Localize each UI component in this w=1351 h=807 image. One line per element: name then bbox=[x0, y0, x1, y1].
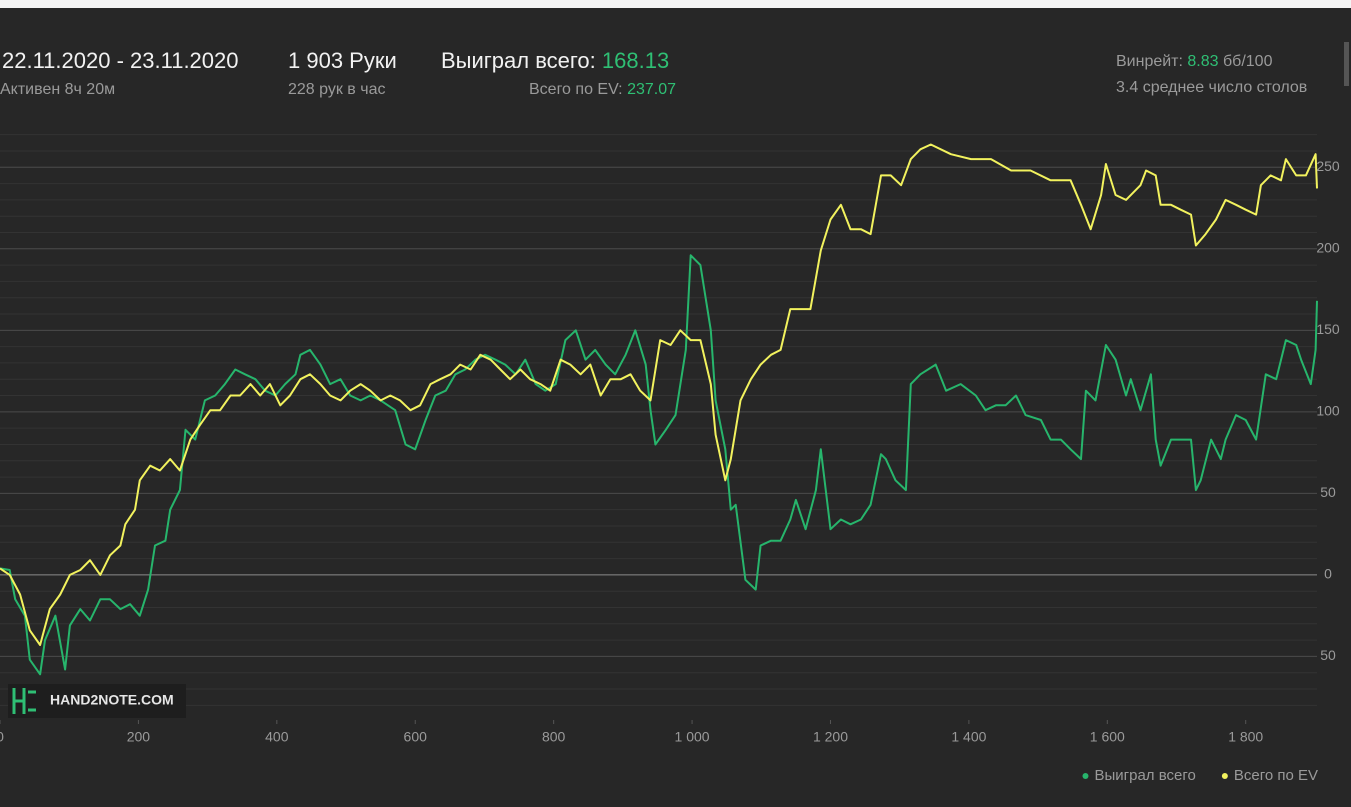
winrate-unit: бб/100 bbox=[1223, 53, 1273, 70]
x-tick-label: 400 bbox=[265, 729, 289, 745]
winrate-label: Винрейт: bbox=[1116, 53, 1183, 70]
y-tick-label: 0 bbox=[1324, 566, 1332, 582]
x-tick-label: 1 000 bbox=[675, 729, 710, 745]
series-line bbox=[0, 254, 1318, 676]
series-line bbox=[0, 143, 1318, 646]
x-tick-label: 800 bbox=[542, 729, 566, 745]
scrollbar[interactable] bbox=[1344, 42, 1349, 86]
x-tick-label: 600 bbox=[404, 729, 428, 745]
winrate-value: 8.83 bbox=[1187, 53, 1219, 70]
y-tick-label: 200 bbox=[1316, 240, 1340, 256]
legend-label: Всего по EV bbox=[1234, 767, 1318, 784]
winrate: Винрейт: 8.83 бб/100 bbox=[1116, 53, 1272, 71]
y-tick-label: 100 bbox=[1316, 403, 1340, 419]
tables: 3.4 среднее число столов bbox=[1116, 79, 1308, 96]
x-tick-label: 200 bbox=[127, 729, 151, 745]
legend-marker bbox=[1221, 773, 1228, 779]
ev-total: Всего по EV: 237.07 bbox=[529, 81, 676, 99]
hands-per-hour: 228 рук в час bbox=[288, 81, 386, 98]
watermark: HAND2NOTE.COM bbox=[50, 692, 174, 708]
x-tick-label: 1 400 bbox=[951, 729, 986, 745]
ev-label: Всего по EV: bbox=[529, 81, 623, 98]
watermark-logo bbox=[12, 688, 36, 714]
legend-marker bbox=[1082, 773, 1089, 779]
legend-label: Выиграл всего bbox=[1094, 767, 1195, 784]
x-tick-label: 1 800 bbox=[1228, 729, 1263, 745]
x-tick-label: 1 600 bbox=[1090, 729, 1125, 745]
won-total: Выиграл всего: 168.13 bbox=[441, 48, 669, 74]
ev-value: 237.07 bbox=[627, 81, 676, 98]
active-time: Активен 8ч 20м bbox=[0, 81, 116, 98]
date-range: 22.11.2020 - 23.11.2020 bbox=[2, 48, 239, 73]
y-tick-label: 50 bbox=[1320, 647, 1336, 663]
top-bar bbox=[0, 0, 1351, 8]
hands: 1 903 Руки bbox=[288, 48, 397, 73]
won-label: Выиграл всего: bbox=[441, 48, 596, 73]
won-value: 168.13 bbox=[601, 48, 670, 73]
watermark-box bbox=[8, 684, 186, 718]
x-tick-label: 0 bbox=[0, 729, 4, 745]
y-tick-label: 250 bbox=[1316, 158, 1340, 174]
y-tick-label: 150 bbox=[1316, 321, 1340, 337]
y-tick-label: 50 bbox=[1320, 484, 1336, 500]
x-tick-label: 1 200 bbox=[813, 729, 848, 745]
